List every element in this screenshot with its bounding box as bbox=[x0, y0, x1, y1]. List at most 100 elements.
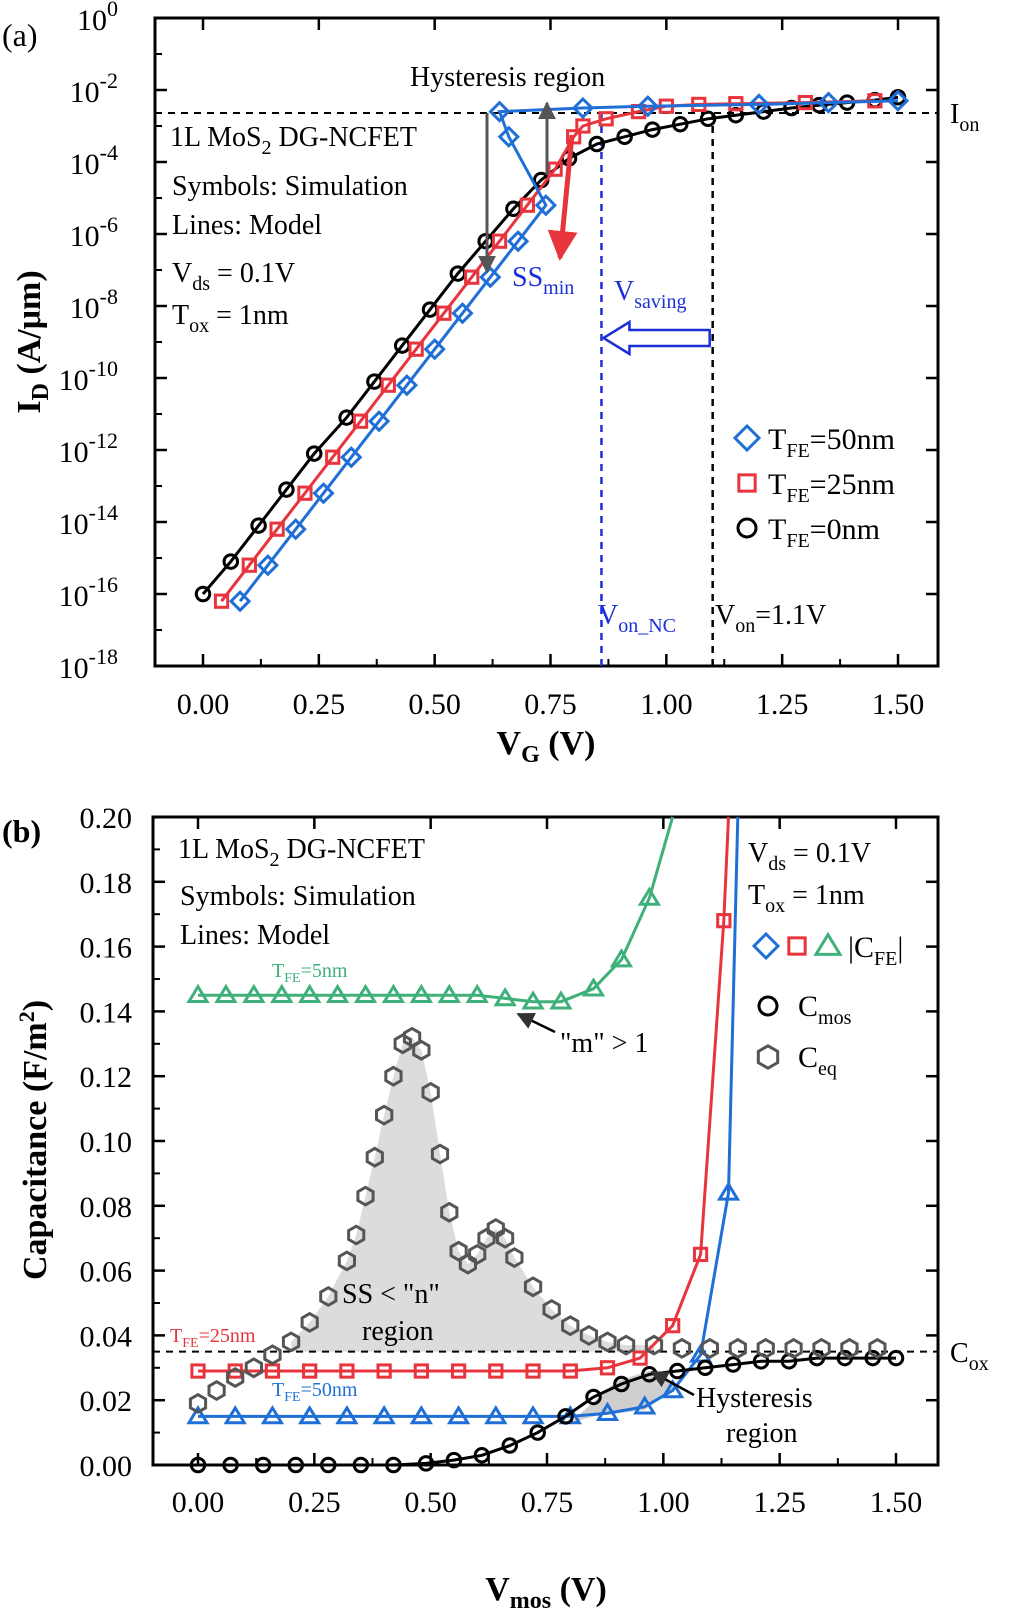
v-saving-label: Vsaving bbox=[614, 276, 686, 313]
data-point-TFE=50nm bbox=[636, 95, 659, 118]
panel-b-xlabel: Vmos (V) bbox=[485, 1571, 607, 1614]
data-point-cmos bbox=[287, 1456, 304, 1474]
data-point-TFE=0nm bbox=[222, 553, 240, 570]
x-tick-label: 1.50 bbox=[870, 1486, 923, 1519]
data-point-TFE=25nm bbox=[436, 305, 452, 321]
data-point-ceq bbox=[672, 1337, 692, 1359]
x-tick-label: 0.00 bbox=[172, 1486, 225, 1519]
data-point-cmos bbox=[254, 1456, 272, 1474]
info-b-lines: Lines: Model bbox=[180, 920, 330, 951]
y-tick-label: 0.06 bbox=[80, 1256, 133, 1289]
data-point-ceq bbox=[263, 1344, 282, 1366]
data-point-TFE=0nm bbox=[616, 128, 633, 146]
panel-a-ylabel: ID (A/μm) bbox=[11, 270, 54, 413]
data-point-TFE=50nm bbox=[451, 302, 474, 325]
x-tick-label: 1.25 bbox=[756, 688, 809, 721]
data-point-ceq bbox=[393, 1033, 412, 1055]
data-point-ceq bbox=[226, 1366, 245, 1389]
data-point-ceq bbox=[486, 1217, 505, 1240]
data-point-|CFE| TFE=25nm bbox=[190, 1363, 206, 1379]
data-point-|CFE| TFE=5nm bbox=[381, 983, 406, 1003]
data-point-cmos bbox=[320, 1456, 337, 1474]
data-point-cmos bbox=[864, 1349, 881, 1367]
data-point-TFE=50nm bbox=[497, 125, 520, 148]
data-point-cmos bbox=[417, 1455, 435, 1472]
panel-a-series bbox=[194, 88, 910, 613]
data-point-TFE=50nm bbox=[886, 89, 910, 112]
ss-min-label: SSmin bbox=[512, 262, 574, 299]
data-point-|CFE| TFE=50nm bbox=[660, 1379, 685, 1399]
hysteresis-region-label: Hysteresis region bbox=[410, 62, 605, 93]
y-tick-label: 10-12 bbox=[59, 428, 118, 469]
legend-marker-triangle bbox=[813, 931, 843, 956]
data-point-cmos bbox=[352, 1456, 370, 1474]
ion-label: Ion bbox=[950, 99, 979, 136]
data-point-TFE=0nm bbox=[699, 110, 717, 128]
x-tick-label: 0.25 bbox=[288, 1486, 341, 1519]
data-point-TFE=25nm bbox=[241, 557, 257, 573]
data-point-|CFE| TFE=25nm bbox=[632, 1350, 648, 1366]
data-point-|CFE| TFE=5nm bbox=[437, 983, 461, 1003]
legend-cfe-label: |CFE| bbox=[848, 931, 903, 970]
ss-region-label-1: SS < "n" bbox=[342, 1279, 440, 1310]
y-tick-label: 0.18 bbox=[80, 867, 133, 900]
data-point-|CFE| TFE=25nm bbox=[692, 1246, 709, 1263]
data-point-cmos bbox=[836, 1349, 854, 1367]
data-point-TFE=50nm bbox=[284, 518, 307, 541]
data-point-|CFE| TFE=5nm bbox=[493, 986, 517, 1007]
data-point-ceq bbox=[756, 1337, 775, 1359]
x-tick-label: 0.50 bbox=[404, 1486, 457, 1519]
data-point-cmos bbox=[445, 1451, 463, 1469]
y-tick-label: 10-8 bbox=[70, 284, 118, 325]
von-label: Von=1.1V bbox=[715, 600, 826, 637]
data-point-ceq bbox=[337, 1250, 356, 1272]
data-point-|CFE| TFE=5nm bbox=[581, 977, 606, 997]
data-point-ceq bbox=[244, 1357, 263, 1379]
data-point-TFE=25nm bbox=[408, 341, 424, 357]
series-line-|CFE| TFE=50nm bbox=[198, 816, 740, 1418]
data-point-|CFE| TFE=5nm bbox=[298, 983, 322, 1003]
y-tick-label: 10-10 bbox=[59, 356, 118, 397]
data-point-|CFE| TFE=50nm bbox=[298, 1404, 322, 1425]
legend-marker-circle bbox=[736, 517, 758, 539]
data-point-cmos bbox=[222, 1456, 239, 1474]
data-point-ceq bbox=[402, 1026, 422, 1048]
data-point-TFE=25nm bbox=[269, 521, 285, 537]
tfe50-label: TFE=50nm bbox=[272, 1379, 358, 1405]
data-point-TFE=50nm bbox=[228, 590, 252, 613]
tfe25-label: TFE=25nm bbox=[170, 1325, 256, 1351]
x-tick-label: 0.75 bbox=[524, 688, 577, 721]
data-point-|CFE| TFE=50nm bbox=[633, 1395, 657, 1415]
panel-b-ticks: 0.00 0.25 0.50 0.75 1.00 1.25 1.50 0.00 0.02 0.04… bbox=[80, 802, 938, 1519]
data-point-ceq bbox=[542, 1298, 561, 1321]
hysteresis-b-arrow bbox=[650, 1370, 695, 1397]
data-point-|CFE| TFE=50nm bbox=[409, 1404, 434, 1425]
legend-marker-diamond bbox=[732, 423, 762, 453]
data-point-ceq bbox=[458, 1253, 477, 1275]
data-point-TFE=50nm bbox=[395, 374, 418, 397]
data-point-cmos bbox=[385, 1456, 402, 1474]
data-point-TFE=25nm bbox=[547, 161, 563, 177]
data-point-cmos bbox=[473, 1447, 491, 1464]
data-point-ceq bbox=[430, 1143, 450, 1165]
data-point-ceq bbox=[812, 1337, 831, 1359]
data-point-TFE=0nm bbox=[278, 481, 295, 498]
data-point-cmos bbox=[557, 1408, 574, 1425]
x-tick-label: 1.50 bbox=[872, 688, 925, 721]
data-point-ceq bbox=[477, 1227, 496, 1249]
series-line-TFE=50nm bbox=[238, 99, 899, 603]
legend-marker-hexagon bbox=[756, 1044, 780, 1070]
data-point-TFE=50nm bbox=[340, 446, 363, 469]
x-tick-label: 0.25 bbox=[293, 688, 346, 721]
data-point-|CFE| TFE=50nm bbox=[716, 1181, 741, 1201]
panel-b-frame bbox=[151, 815, 940, 1467]
panel-a-xlabel: VG (V) bbox=[497, 725, 596, 768]
x-tick-label: 1.00 bbox=[640, 688, 693, 721]
data-point-TFE=25nm bbox=[325, 449, 341, 465]
series-line-cmos bbox=[198, 1356, 896, 1467]
data-point-TFE=25nm bbox=[598, 111, 614, 127]
data-point-ceq bbox=[579, 1324, 598, 1346]
data-point-TFE=50nm bbox=[488, 100, 511, 123]
data-point-|CFE| TFE=25nm bbox=[599, 1360, 616, 1376]
